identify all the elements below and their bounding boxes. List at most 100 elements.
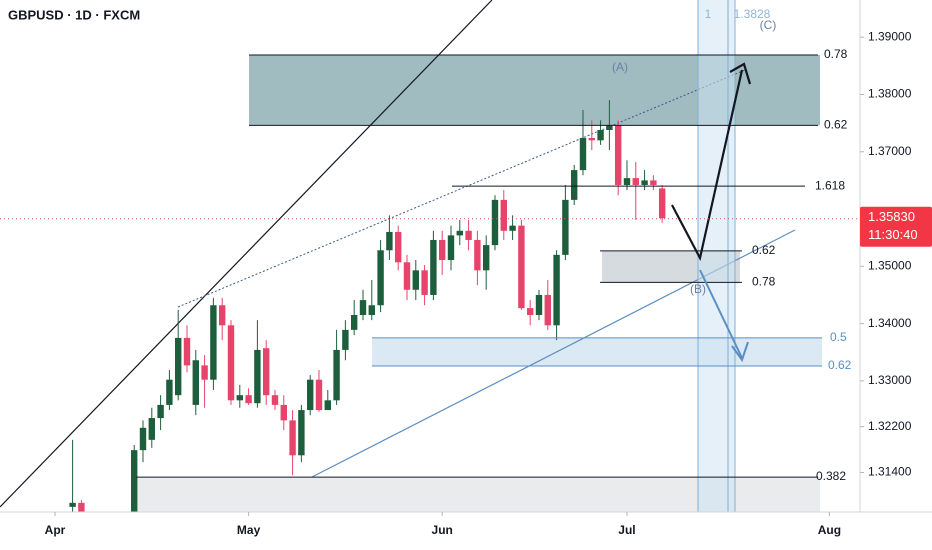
candle-body: [632, 178, 639, 185]
candle-body: [280, 404, 287, 421]
x-tick-label: May: [237, 523, 261, 537]
candle-body: [562, 199, 569, 255]
candle-body: [430, 239, 437, 295]
wave-label: (B): [690, 282, 706, 296]
arrow-head: [729, 62, 752, 85]
candle-body: [641, 180, 648, 185]
candle-body: [456, 230, 463, 236]
candle-body: [342, 329, 349, 350]
channel-line: [177, 69, 746, 308]
candle-body: [227, 325, 235, 401]
candle-body: [315, 379, 323, 411]
candle-body: [606, 125, 613, 131]
candle-body: [377, 250, 384, 306]
candle-body: [500, 199, 507, 231]
candle-body: [333, 349, 340, 401]
y-tick-label: 1.34000: [868, 316, 912, 330]
candle-body: [465, 230, 472, 240]
candle-body: [394, 231, 402, 263]
candle-body: [491, 199, 499, 246]
candle-body: [368, 305, 375, 315]
candle-body: [438, 239, 446, 261]
y-tick-label: 1.32200: [868, 419, 912, 433]
time-label: 1: [705, 7, 712, 21]
wave-label: (C): [760, 18, 777, 32]
candle-body: [148, 418, 155, 440]
candle-body: [245, 395, 252, 404]
y-tick-label: 1.35000: [868, 258, 912, 272]
candle-body: [526, 308, 534, 315]
candle-body: [69, 502, 76, 507]
candle-body: [183, 337, 191, 366]
time-label: 1.3828: [734, 7, 771, 21]
candle-body: [482, 245, 490, 271]
price-axis-bg: [860, 0, 932, 512]
candle-body: [623, 178, 631, 185]
zone: [372, 337, 822, 366]
candle-body: [597, 130, 604, 141]
levels: 0.78 0.62 1.618 0.62 0.78 0.5 0.62 0.382: [136, 47, 852, 483]
y-tick-label: 1.37000: [868, 144, 912, 158]
candle-body: [218, 305, 226, 326]
candle-body: [192, 360, 199, 405]
x-tick-label: Aug: [818, 523, 841, 537]
candle-body: [210, 305, 217, 380]
y-tick-label: 1.33000: [868, 373, 912, 387]
candle-body: [421, 270, 428, 295]
candle-body: [254, 349, 261, 404]
fib-label: 0.62: [828, 358, 852, 372]
candle-body: [650, 180, 657, 185]
candle-body: [588, 138, 595, 141]
fib-label: 0.62: [824, 118, 848, 132]
candle-body: [403, 262, 411, 290]
time-axis-bg: [0, 512, 932, 550]
arrow-head: [731, 341, 749, 363]
axes: 1.39000 1.38000 1.37000 1.35000 1.34000 1.330…: [0, 29, 932, 537]
last-price-box: [860, 206, 932, 247]
candle-body: [412, 270, 419, 290]
y-tick-label: 1.31400: [868, 465, 912, 479]
countdown-label: 11:30:40: [868, 227, 918, 242]
candle-body: [570, 170, 578, 200]
last-price-label: 1.35830: [868, 209, 915, 224]
candle-body: [579, 138, 587, 171]
candle-body: [535, 294, 543, 315]
fib-label: 1.618: [815, 178, 845, 192]
alt-arrow: [699, 269, 743, 359]
fib-label: 0.78: [824, 47, 848, 61]
candle-body: [447, 235, 455, 261]
candle-body: [139, 427, 147, 451]
candle-body: [359, 300, 367, 315]
y-tick-label: 1.38000: [868, 87, 912, 101]
candle-body: [271, 395, 279, 405]
candle-body: [174, 337, 182, 396]
candle-body: [509, 225, 516, 231]
wave-label: (A): [612, 60, 628, 74]
x-tick-label: Apr: [45, 523, 66, 537]
candle-body: [166, 379, 173, 405]
candle-body: [474, 239, 481, 271]
candle-body: [201, 365, 208, 380]
candle-body: [130, 450, 138, 512]
candle-body: [78, 502, 85, 512]
candle-body: [658, 188, 666, 219]
candle-body: [553, 254, 560, 326]
fib-label: 0.62: [752, 243, 776, 257]
projection-arrow: [671, 69, 744, 262]
x-tick-label: Jul: [618, 523, 635, 537]
candle-body: [544, 294, 551, 326]
time-zone: [698, 0, 735, 512]
candle-body: [306, 379, 314, 411]
fib-label: 0.382: [816, 469, 846, 483]
candle-body: [298, 410, 305, 456]
chart-title: GBPUSD · 1D · FXCM: [8, 7, 140, 22]
fib-label: 0.5: [830, 330, 847, 344]
x-tick-label: Jun: [432, 523, 453, 537]
candle-body: [289, 420, 296, 456]
candle-body: [262, 348, 270, 396]
candle-body: [614, 125, 622, 185]
fib-label: 0.78: [752, 275, 776, 289]
candle-body: [386, 231, 393, 251]
y-tick-label: 1.39000: [868, 29, 912, 43]
